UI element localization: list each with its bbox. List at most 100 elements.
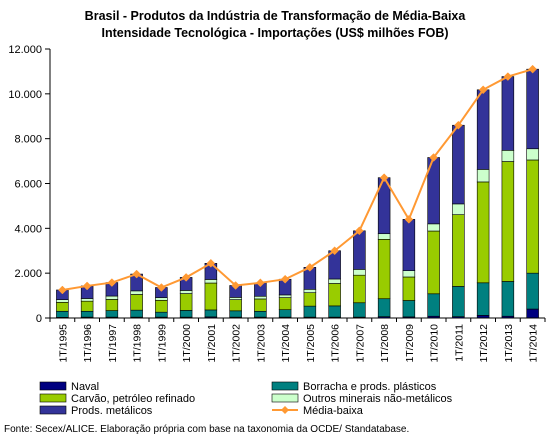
bar-segment	[501, 150, 515, 162]
y-tick-label: 8.000	[14, 134, 42, 146]
x-tick-label: 1T/2007	[354, 324, 366, 363]
x-tick-label: 1T/2004	[280, 324, 292, 363]
legend-swatch	[39, 381, 67, 391]
bar-segment	[402, 276, 416, 301]
bar-segment	[229, 310, 242, 318]
bar-segment	[130, 290, 143, 295]
bar-segment	[105, 295, 119, 300]
bar-segment	[155, 297, 168, 301]
bar-segment	[427, 230, 440, 295]
bar-segment	[278, 297, 292, 311]
y-tick-label: 12.000	[8, 44, 42, 56]
x-tick-label: 1T/2008	[379, 324, 391, 363]
bar-segment	[56, 302, 69, 312]
legend-swatch	[271, 393, 299, 403]
bar-segment	[526, 308, 539, 319]
bar-segment	[204, 279, 218, 284]
bar-segment	[229, 299, 242, 312]
legend-label: Naval	[71, 381, 99, 393]
bar-segment	[105, 310, 119, 318]
bar-segment	[353, 274, 366, 304]
line-point-marker	[157, 283, 166, 292]
y-tick-label: 2.000	[14, 268, 42, 280]
x-tick-label: 1T/1999	[156, 324, 168, 363]
bar-segment	[254, 310, 267, 318]
x-tick-label: 1T/2010	[429, 324, 441, 363]
x-tick-label: 1T/2005	[305, 324, 317, 363]
bar-segment	[526, 159, 539, 274]
legend-swatch	[39, 393, 67, 403]
x-tick-label: 1T/2000	[181, 324, 193, 363]
bar-segment	[254, 298, 267, 312]
bar-segment	[204, 282, 218, 311]
bar-segment	[130, 309, 143, 318]
bar-segment	[328, 278, 341, 284]
bar-segment	[278, 294, 292, 298]
bar-segment	[501, 76, 515, 151]
line-point-marker	[503, 72, 513, 81]
line-point-marker	[181, 273, 191, 282]
legend-label: Borracha e prods. plásticos	[303, 381, 437, 393]
chart-subtitle: Intensidade Tecnológica - Importações (U…	[101, 26, 448, 40]
x-tick-label: 1T/1995	[57, 324, 69, 363]
bar-segment	[353, 230, 366, 270]
line-point-marker	[355, 226, 364, 236]
x-tick-label: 1T/2003	[255, 324, 267, 363]
line-point-marker	[379, 173, 389, 183]
bar-segment	[105, 299, 119, 311]
bar-segment	[179, 310, 193, 318]
line-point-marker	[82, 281, 92, 291]
y-tick-label: 10.000	[8, 89, 42, 101]
legend-marker	[281, 406, 289, 414]
x-tick-label: 1T/2006	[330, 324, 342, 363]
x-tick-label: 1T/2011	[453, 324, 465, 362]
bar-segment	[526, 272, 539, 310]
legend-label: Outros minerais não-metálicos	[303, 393, 453, 405]
line-point-marker	[305, 262, 315, 272]
bar-segment	[501, 161, 515, 282]
bar-segment	[402, 219, 416, 272]
line-point-marker	[256, 278, 265, 288]
bar-segment	[155, 311, 168, 318]
legend-swatch	[271, 381, 299, 391]
line-point-marker	[206, 258, 216, 268]
bar-segment	[452, 286, 465, 317]
bar-segment	[328, 283, 341, 307]
bar-segment	[377, 239, 391, 300]
legend-label: Carvão, petróleo refinado	[71, 393, 195, 405]
bar-segment	[427, 293, 440, 317]
bar-segment	[427, 223, 440, 232]
bar-segment	[476, 169, 490, 183]
bar-segment	[179, 293, 193, 311]
bar-segment	[501, 281, 515, 317]
bar-segment	[526, 68, 539, 150]
x-tick-label: 1T/1996	[82, 324, 94, 363]
y-tick-label: 4.000	[14, 223, 42, 235]
bar-segment	[476, 89, 490, 170]
bar-segment	[303, 292, 317, 307]
bar-segment	[56, 310, 69, 318]
bar-segment	[303, 289, 317, 293]
bar-segment	[476, 181, 490, 284]
bar-segment	[80, 298, 94, 302]
bar-segment	[377, 298, 391, 317]
legend-label: Prods. metálicos	[71, 405, 153, 417]
bar-segment	[155, 299, 168, 313]
bar-segment	[179, 290, 193, 294]
chart-title: Brasil - Produtos da Indústria de Transf…	[85, 9, 467, 23]
source-note: Fonte: Secex/ALICE. Elaboração própria c…	[4, 424, 409, 435]
bar-segment	[328, 305, 341, 318]
bar-segment	[353, 269, 366, 276]
bar-segment	[526, 148, 539, 161]
line-point-marker	[280, 274, 290, 284]
legend-label: Média-baixa	[303, 405, 364, 417]
bar-segment	[229, 297, 242, 300]
x-tick-label: 1T/2013	[503, 324, 515, 363]
line-point-marker	[404, 215, 414, 224]
x-tick-label: 1T/2012	[478, 324, 490, 363]
line-point-marker	[58, 285, 67, 295]
bar-segment	[353, 302, 366, 318]
bar-segment	[402, 300, 416, 318]
